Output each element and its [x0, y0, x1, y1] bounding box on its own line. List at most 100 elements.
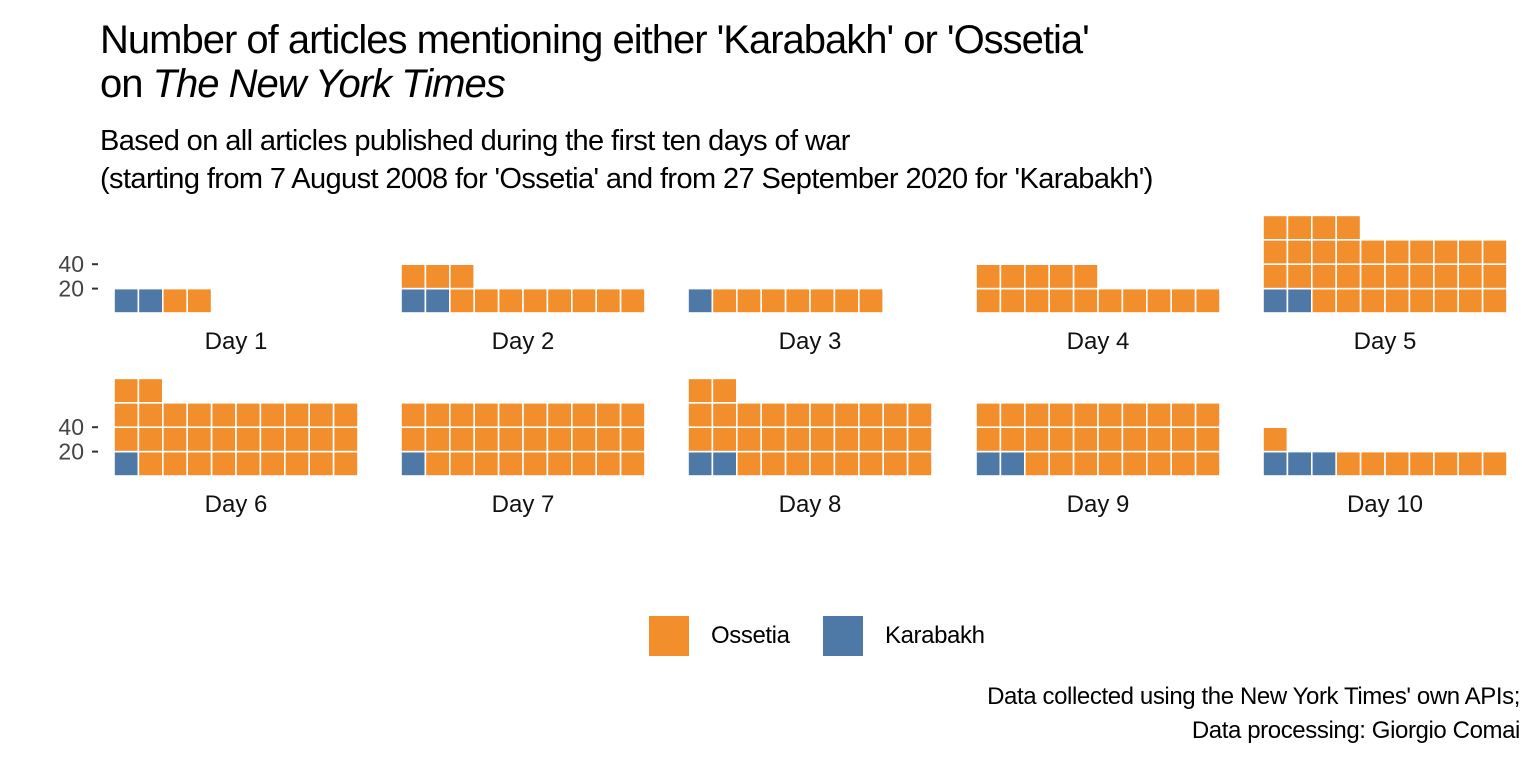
facet-day-4: Day 4	[975, 263, 1221, 355]
waffle-cell-ossetia	[595, 426, 622, 453]
waffle-cell-ossetia	[711, 287, 738, 314]
waffle-cell-ossetia	[1048, 450, 1075, 477]
waffle-cell-ossetia	[1335, 239, 1362, 266]
waffle-cell-ossetia	[162, 401, 189, 428]
legend-label-karabakh: Karabakh	[885, 622, 985, 649]
waffle-cell-ossetia	[473, 426, 500, 453]
waffle-cell-ossetia	[473, 450, 500, 477]
waffle-cell-ossetia	[619, 401, 646, 428]
waffle-cell-ossetia	[332, 401, 359, 428]
waffle-cell-ossetia	[1170, 450, 1197, 477]
y-tick-label: 20	[58, 439, 84, 465]
waffle-cell-ossetia	[1286, 263, 1313, 290]
waffle-cell-ossetia	[595, 287, 622, 314]
waffle-cell-ossetia	[400, 401, 427, 428]
waffle-cell-ossetia	[283, 401, 310, 428]
waffle-cell-ossetia	[857, 450, 884, 477]
waffle-cell-ossetia	[1024, 450, 1051, 477]
waffle-cell-ossetia	[975, 263, 1002, 290]
facet-label: Day 6	[205, 491, 268, 518]
waffle-cell-ossetia	[619, 426, 646, 453]
waffle-cell-ossetia	[1121, 450, 1148, 477]
waffle-cell-ossetia	[186, 287, 213, 314]
waffle-cell-ossetia	[546, 287, 573, 314]
waffle-cell-ossetia	[1170, 287, 1197, 314]
waffle-cell-ossetia	[1433, 263, 1460, 290]
waffle-cell-ossetia	[1121, 401, 1148, 428]
waffle-cell-ossetia	[809, 426, 836, 453]
waffle-cell-ossetia	[570, 401, 597, 428]
waffle-cell-ossetia	[975, 401, 1002, 428]
chart-caption: Data collected using the New York Times'…	[987, 680, 1520, 748]
waffle-cell-ossetia	[1097, 450, 1124, 477]
waffle-cell-ossetia	[1311, 239, 1338, 266]
waffle-cell-ossetia	[687, 401, 714, 428]
y-tick-label: 40	[58, 414, 84, 440]
waffle-cell-ossetia	[857, 287, 884, 314]
waffle-cell-ossetia	[210, 401, 237, 428]
waffle-cell-ossetia	[1024, 287, 1051, 314]
waffle-cell-ossetia	[1359, 287, 1386, 314]
caption-line2: Data processing: Giorgio Comai	[1191, 717, 1521, 744]
waffle-cell-ossetia	[162, 450, 189, 477]
facet-day-5: Day 5	[1262, 214, 1508, 355]
waffle-cell-ossetia	[1384, 239, 1411, 266]
waffle-cell-ossetia	[186, 426, 213, 453]
waffle-cell-ossetia	[1097, 401, 1124, 428]
waffle-cell-ossetia	[332, 426, 359, 453]
waffle-cell-ossetia	[259, 401, 286, 428]
caption-line1: Data collected using the New York Times'…	[987, 683, 1520, 710]
facet-label: Day 5	[1354, 328, 1417, 355]
waffle-cell-ossetia	[1170, 401, 1197, 428]
waffle-cell-ossetia	[259, 426, 286, 453]
facet-day-3: Day 3	[687, 287, 884, 355]
waffle-cell-ossetia	[1121, 287, 1148, 314]
waffle-cell-karabakh	[711, 450, 738, 477]
waffle-cell-ossetia	[137, 450, 164, 477]
waffle-cell-ossetia	[999, 287, 1026, 314]
y-tick-label: 40	[58, 251, 84, 277]
waffle-cell-ossetia	[906, 450, 933, 477]
waffle-cell-ossetia	[1146, 287, 1173, 314]
waffle-cell-ossetia	[570, 450, 597, 477]
waffle-cell-ossetia	[400, 263, 427, 290]
waffle-cell-ossetia	[1146, 401, 1173, 428]
waffle-cell-ossetia	[113, 401, 140, 428]
waffle-cell-ossetia	[400, 426, 427, 453]
waffle-cell-ossetia	[448, 287, 475, 314]
chart-subtitle-line1: Based on all articles published during t…	[100, 125, 850, 157]
waffle-cell-ossetia	[735, 287, 762, 314]
legend: Ossetia Karabakh	[0, 612, 1536, 660]
waffle-cell-ossetia	[137, 401, 164, 428]
legend-swatch-karabakh	[823, 616, 863, 656]
waffle-cell-ossetia	[619, 287, 646, 314]
waffle-cell-ossetia	[809, 287, 836, 314]
waffle-cell-ossetia	[1408, 450, 1435, 477]
waffle-cell-ossetia	[833, 450, 860, 477]
waffle-cell-ossetia	[1481, 239, 1508, 266]
waffle-cell-ossetia	[308, 426, 335, 453]
waffle-cell-karabakh	[113, 450, 140, 477]
waffle-cell-karabakh	[687, 450, 714, 477]
legend-label-ossetia: Ossetia	[711, 622, 790, 649]
waffle-cell-ossetia	[882, 401, 909, 428]
waffle-cell-ossetia	[546, 426, 573, 453]
waffle-cell-ossetia	[1433, 450, 1460, 477]
waffle-cell-ossetia	[1408, 263, 1435, 290]
waffle-cell-ossetia	[186, 401, 213, 428]
waffle-cell-ossetia	[595, 401, 622, 428]
waffle-cell-karabakh	[1262, 287, 1289, 314]
waffle-cell-ossetia	[760, 426, 787, 453]
waffle-cell-ossetia	[735, 426, 762, 453]
waffle-cell-karabakh	[687, 287, 714, 314]
waffle-cell-ossetia	[1024, 426, 1051, 453]
waffle-cell-ossetia	[784, 401, 811, 428]
waffle-cell-ossetia	[1097, 426, 1124, 453]
waffle-cell-ossetia	[1359, 450, 1386, 477]
facet-label: Day 10	[1347, 491, 1423, 518]
waffle-cell-ossetia	[1311, 287, 1338, 314]
waffle-cell-ossetia	[1262, 214, 1289, 241]
waffle-cell-ossetia	[1146, 426, 1173, 453]
waffle-cell-ossetia	[999, 401, 1026, 428]
